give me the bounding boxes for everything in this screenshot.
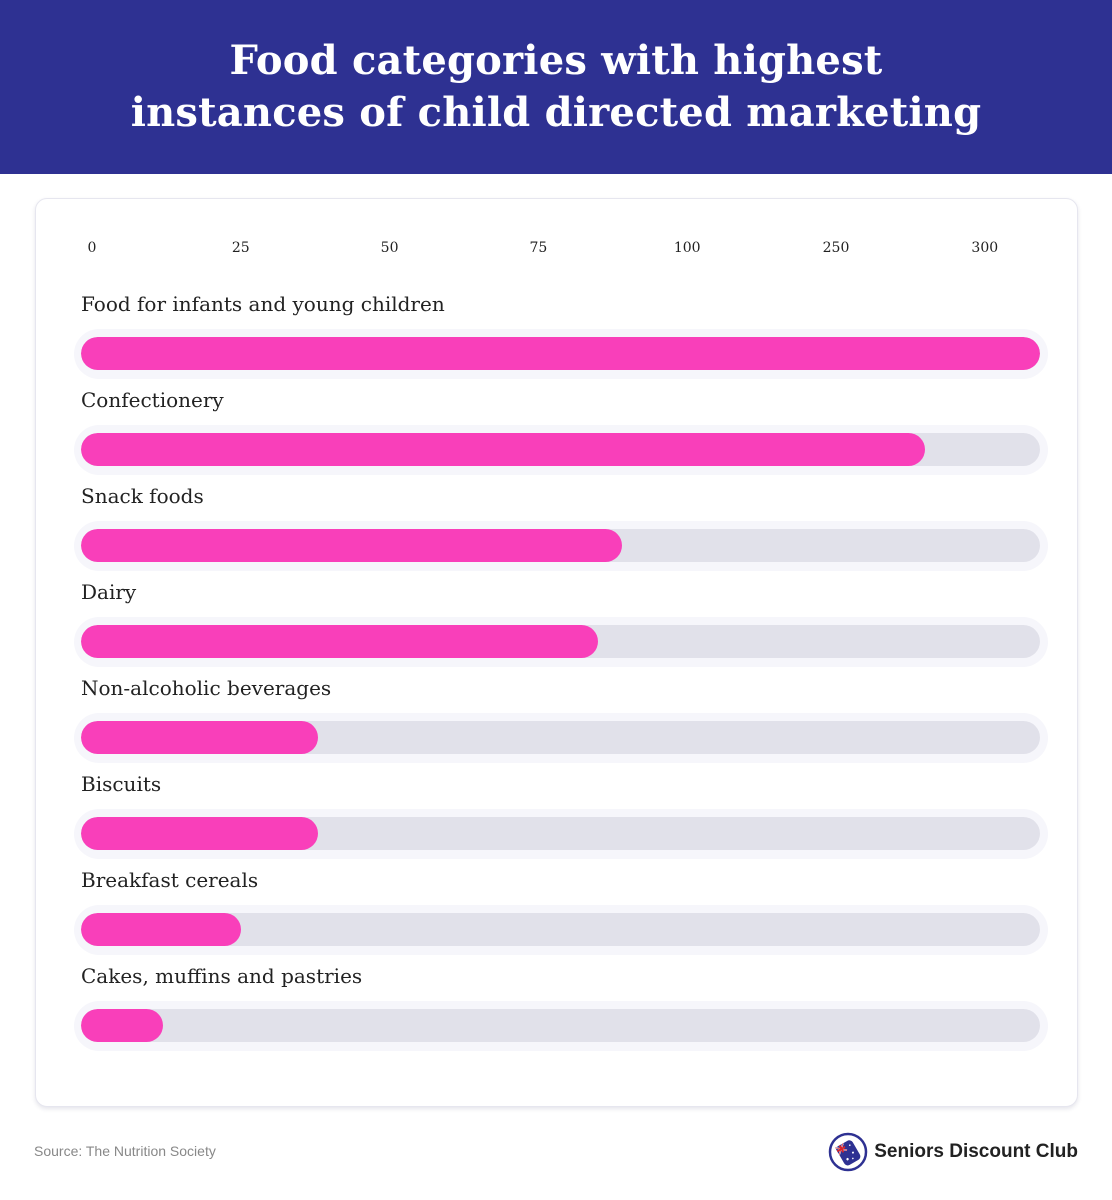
brand-name: Seniors Discount Club [874, 1141, 1078, 1162]
bar [81, 721, 319, 754]
bar [81, 337, 1040, 370]
bar [81, 625, 598, 658]
brand-logo: Seniors Discount Club [828, 1132, 1078, 1172]
bar-label: Food for infants and young children [81, 292, 445, 316]
x-axis: 0 25 50 75 100 250 300 [36, 199, 1077, 1106]
x-tick-label: 75 [529, 240, 548, 256]
source-note: Source: The Nutrition Society [34, 1143, 216, 1159]
bar-label: Biscuits [81, 772, 162, 796]
x-tick-label: 0 [87, 240, 97, 256]
bar-label: Breakfast cereals [81, 868, 259, 892]
bar-label: Dairy [81, 580, 137, 604]
chart-title: Food categories with highest instances o… [130, 37, 982, 136]
bar [81, 817, 319, 850]
bar [81, 1009, 164, 1042]
bar [81, 433, 926, 466]
bar-track [81, 721, 1040, 754]
x-tick-label: 25 [231, 240, 250, 256]
chart-card: 0 25 50 75 100 250 300 Food for infants and yo… [35, 198, 1078, 1107]
bar-label: Confectionery [81, 388, 224, 412]
header-banner: Food categories with highest instances o… [0, 0, 1112, 174]
bar-label: Cakes, muffins and pastries [81, 964, 363, 988]
bar-track [81, 817, 1040, 850]
bar-track [81, 913, 1040, 946]
bar-track [81, 433, 1040, 466]
australia-flag-tag-icon [829, 1132, 868, 1172]
x-tick-label: 100 [673, 240, 701, 256]
x-tick-label: 50 [380, 240, 399, 256]
bar-track [81, 625, 1040, 658]
bar [81, 529, 622, 562]
bar [81, 913, 241, 946]
bar-track [81, 529, 1040, 562]
bar-track [81, 337, 1040, 370]
bar-label: Non-alcoholic beverages [81, 676, 332, 700]
x-tick-label: 250 [822, 240, 850, 256]
x-tick-label: 300 [971, 240, 999, 256]
bar-track [81, 1009, 1040, 1042]
bar-label: Snack foods [81, 484, 204, 508]
